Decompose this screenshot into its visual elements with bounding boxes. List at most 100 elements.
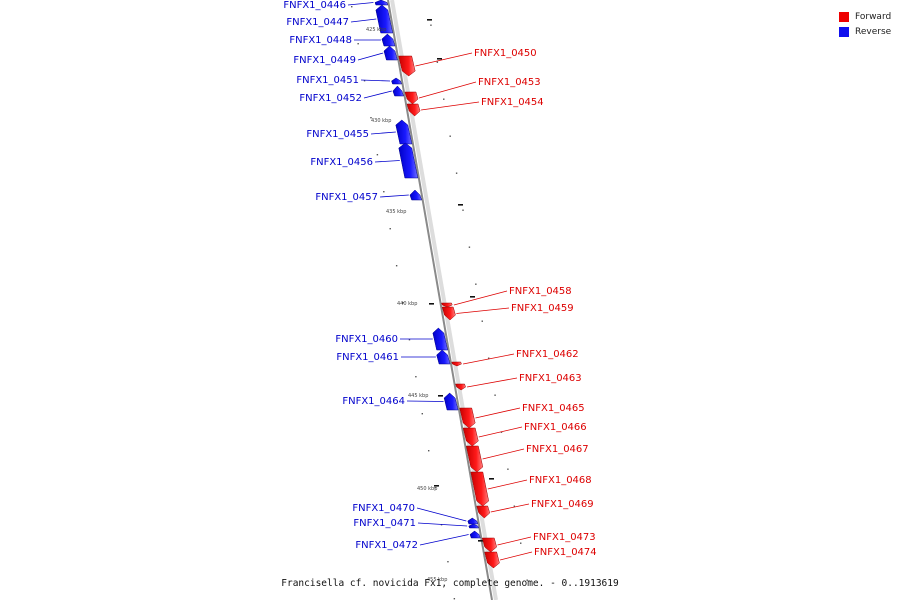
gene-fnfx1-0469[interactable]: FNFX1_0469	[476, 499, 594, 519]
genome-caption: Francisella cf. novicida Fx1, complete g…	[281, 578, 619, 589]
gene-connector-line	[419, 534, 469, 546]
gene-label: FNFX1_0459	[511, 303, 574, 314]
tick-mark	[438, 395, 443, 397]
gene-fnfx1-0465[interactable]: FNFX1_0465	[459, 403, 585, 429]
reverse-gene-shape	[443, 392, 459, 411]
tick-dot	[363, 80, 366, 82]
gene-fnfx1-0457[interactable]: FNFX1_0457	[315, 189, 423, 203]
reverse-gene-shape	[436, 349, 451, 365]
gene-fnfx1-0468[interactable]: FNFX1_0468	[470, 471, 592, 507]
genome-backbone	[387, 0, 493, 600]
tick-dot	[434, 487, 436, 489]
gene-connector-line	[499, 551, 533, 561]
reverse-gene-shape	[469, 530, 481, 539]
forward-gene-shape	[462, 427, 479, 447]
gene-fnfx1-0462[interactable]: FNFX1_0462	[451, 349, 579, 367]
tick-dot	[526, 579, 528, 581]
reverse-gene-shape	[392, 85, 404, 97]
gene-label: FNFX1_0473	[533, 532, 596, 543]
gene-fnfx1-0461[interactable]: FNFX1_0461	[336, 349, 451, 365]
gene-label: FNFX1_0449	[293, 55, 356, 66]
gene-connector-line	[418, 81, 477, 99]
gene-connector-line	[463, 353, 515, 365]
gene-fnfx1-0456[interactable]: FNFX1_0456	[310, 142, 419, 179]
tick-dot	[453, 598, 456, 600]
legend: Forward Reverse	[839, 9, 891, 39]
gene-label: FNFX1_0468	[529, 475, 592, 486]
kbp-label: 435 kbp	[386, 209, 406, 215]
gene-fnfx1-0464[interactable]: FNFX1_0464	[342, 392, 459, 411]
forward-gene-shape	[455, 383, 466, 391]
gene-fnfx1-0474[interactable]: FNFX1_0474	[484, 547, 597, 569]
tick-dot	[468, 246, 471, 248]
gene-fnfx1-0451[interactable]: FNFX1_0451	[296, 75, 402, 86]
tick-dot	[500, 431, 503, 433]
gene-fnfx1-0460[interactable]: FNFX1_0460	[335, 327, 448, 351]
forward-gene-shape	[406, 103, 421, 117]
tick-dot	[447, 561, 449, 563]
legend-item-forward: Forward	[839, 9, 891, 24]
gene-fnfx1-0473[interactable]: FNFX1_0473	[481, 532, 596, 553]
gene-label: FNFX1_0474	[534, 547, 597, 558]
gene-label: FNFX1_0453	[478, 77, 541, 88]
legend-forward-label: Forward	[855, 11, 892, 22]
gene-fnfx1-0448[interactable]: FNFX1_0448	[289, 33, 396, 47]
tick-dot	[421, 413, 423, 415]
gene-fnfx1-0449[interactable]: FNFX1_0449	[293, 45, 398, 66]
reverse-gene-shape	[374, 0, 389, 6]
gene-fnfx1-0467[interactable]: FNFX1_0467	[465, 444, 589, 473]
tick-dot	[357, 43, 359, 45]
gene-fnfx1-0447[interactable]: FNFX1_0447	[286, 4, 394, 34]
tick-dot	[402, 302, 404, 304]
forward-gene-shape	[404, 91, 419, 105]
tick-dot	[475, 283, 477, 285]
gene-fnfx1-0463[interactable]: FNFX1_0463	[455, 373, 582, 391]
reverse-gene-shape	[383, 45, 398, 61]
gene-fnfx1-0459[interactable]: FNFX1_0459	[441, 303, 574, 321]
gene-label: FNFX1_0451	[296, 75, 359, 86]
gene-connector-line	[421, 101, 480, 111]
gene-fnfx1-0470[interactable]: FNFX1_0470	[352, 503, 479, 525]
gene-label: FNFX1_0472	[355, 540, 418, 551]
kbp-label: 450 kbp	[417, 486, 437, 492]
gene-label: FNFX1_0456	[310, 157, 373, 168]
kbp-labels: 425 kbp 430 kbp 435 kbp 440 kbp 445 kbp 450 k…	[366, 27, 447, 583]
gene-fnfx1-0471[interactable]: FNFX1_0471	[353, 518, 479, 529]
gene-fnfx1-0472[interactable]: FNFX1_0472	[355, 530, 481, 551]
tick-mark	[458, 204, 463, 206]
gene-label: FNFX1_0447	[286, 17, 349, 28]
gene-label: FNFX1_0454	[481, 97, 544, 108]
gene-fnfx1-0450[interactable]: FNFX1_0450	[398, 48, 537, 77]
gene-label: FNFX1_0463	[519, 373, 582, 384]
gene-label: FNFX1_0460	[335, 334, 398, 345]
gene-fnfx1-0454[interactable]: FNFX1_0454	[406, 97, 544, 117]
gene-fnfx1-0446[interactable]: FNFX1_0446	[283, 0, 389, 11]
gene-connector-line	[417, 522, 468, 527]
gene-fnfx1-0455[interactable]: FNFX1_0455	[306, 119, 413, 145]
gene-fnfx1-0452[interactable]: FNFX1_0452	[299, 85, 404, 104]
gene-connector-line	[379, 194, 409, 198]
gene-connector-line	[456, 307, 510, 314]
tick-dot	[383, 191, 385, 193]
tick-dot	[443, 98, 445, 100]
tick-mark	[470, 296, 475, 298]
tick-dot	[395, 265, 398, 267]
kbp-label: 440 kbp	[397, 301, 417, 307]
gene-connector-line	[497, 536, 532, 546]
gene-connector-line	[453, 290, 508, 306]
gene-fnfx1-0466[interactable]: FNFX1_0466	[462, 422, 587, 447]
gene-label: FNFX1_0450	[474, 48, 537, 59]
reverse-gene-shape	[409, 189, 423, 201]
gene-label: FNFX1_0448	[289, 35, 352, 46]
tick-dot	[455, 172, 458, 174]
tick-mark	[489, 478, 494, 480]
gene-label: FNFX1_0465	[522, 403, 585, 414]
gene-label: FNFX1_0457	[315, 192, 378, 203]
forward-gene-shape	[481, 537, 497, 553]
gene-fnfx1-0458[interactable]: FNFX1_0458	[441, 286, 572, 308]
gene-fnfx1-0453[interactable]: FNFX1_0453	[404, 77, 541, 105]
forward-gene-shape	[398, 55, 416, 77]
gene-connector-line	[406, 400, 444, 402]
tick-dot	[494, 394, 496, 396]
